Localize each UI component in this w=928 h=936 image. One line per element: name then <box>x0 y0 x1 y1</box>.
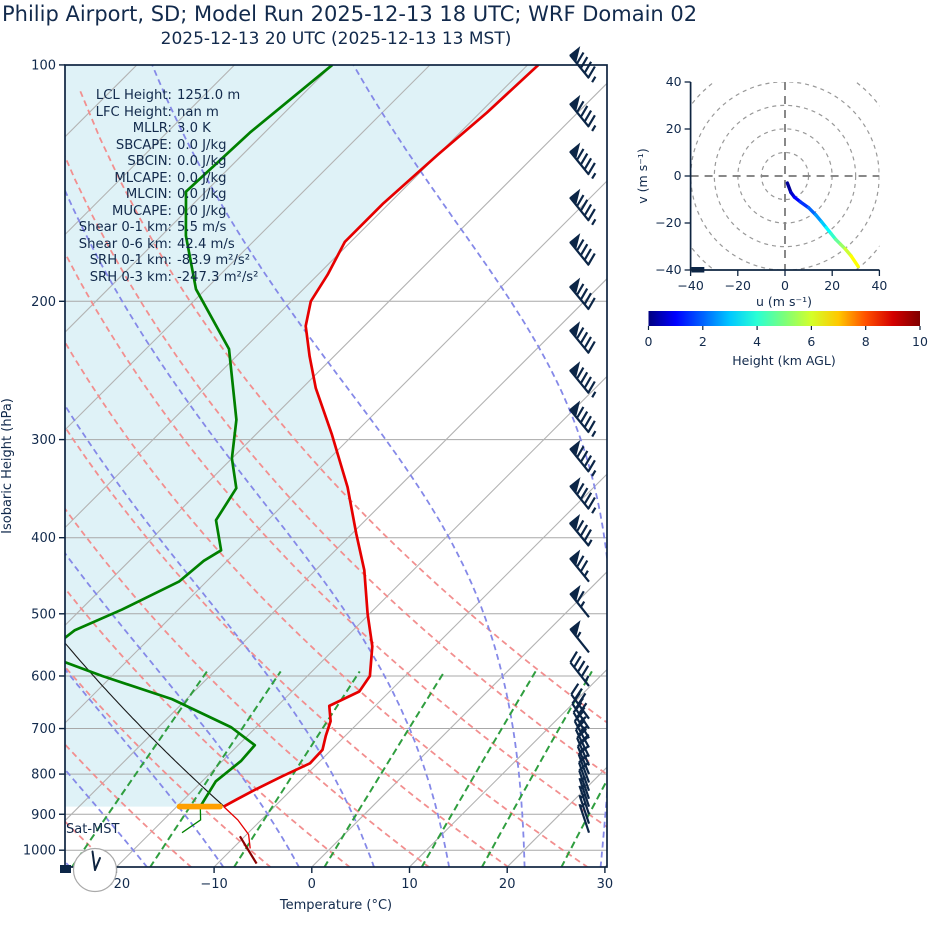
svg-text:10: 10 <box>401 877 418 892</box>
x-axis-label: Temperature (°C) <box>279 898 392 913</box>
index-value: 5.5 m/s <box>177 220 227 236</box>
svg-text:0: 0 <box>645 334 653 349</box>
skewt-background <box>65 65 607 867</box>
hodograph-y-label: v (m s⁻¹) <box>635 148 650 203</box>
svg-text:40: 40 <box>871 278 887 293</box>
svg-text:20: 20 <box>666 121 682 136</box>
index-row: MLLR: 3.0 K <box>60 121 320 138</box>
index-row: SBCIN: 0.0 J/kg <box>60 154 320 171</box>
figure-title: Philip Airport, SD; Model Run 2025-12-13… <box>2 2 698 26</box>
index-label: Shear 0-6 km: <box>78 236 172 252</box>
svg-text:400: 400 <box>31 531 56 546</box>
index-label: LFC Height: <box>95 104 172 120</box>
svg-text:20: 20 <box>824 278 840 293</box>
index-value: 3.0 K <box>177 121 211 137</box>
index-label: SRH 0-3 km: <box>89 270 172 286</box>
svg-text:300: 300 <box>31 433 56 448</box>
wind-barb-column <box>569 46 597 834</box>
index-value: 0.0 J/kg <box>177 154 227 170</box>
svg-text:8: 8 <box>862 334 870 349</box>
index-row: MLCIN: 0.0 J/kg <box>60 187 320 204</box>
svg-text:4: 4 <box>753 334 761 349</box>
svg-text:−20: −20 <box>725 278 751 293</box>
svg-text:1000: 1000 <box>23 844 56 859</box>
svg-text:900: 900 <box>31 808 56 823</box>
index-row: SRH 0-3 km: -247.3 m²/s² <box>60 270 320 287</box>
index-label: MLLR: <box>132 121 172 137</box>
index-label: SRH 0-1 km: <box>89 253 172 269</box>
hodograph-x-label: u (m s⁻¹) <box>756 294 812 309</box>
index-label: MUCAPE: <box>112 203 172 219</box>
svg-text:−20: −20 <box>655 215 681 230</box>
index-label: SBCIN: <box>127 154 172 170</box>
y-axis-label: Isobaric Height (hPa) <box>0 398 15 534</box>
height-colorbar: 0 2 4 6 8 10 <box>645 311 928 349</box>
svg-text:200: 200 <box>31 295 56 310</box>
svg-text:30: 30 <box>597 877 614 892</box>
clock-icon <box>72 847 118 893</box>
svg-text:500: 500 <box>31 607 56 622</box>
indices-panel: LCL Height: 1251.0 m LFC Height: nan m MLLR:… <box>60 88 320 287</box>
index-label: SBCAPE: <box>115 137 172 153</box>
svg-text:700: 700 <box>31 722 56 737</box>
index-label: Shear 0-1 km: <box>78 220 172 236</box>
colorbar-label: Height (km AGL) <box>732 353 835 368</box>
svg-text:0: 0 <box>674 168 682 183</box>
index-value: 0.0 J/kg <box>177 137 227 153</box>
index-value: -247.3 m²/s² <box>177 270 259 286</box>
svg-text:2: 2 <box>699 334 707 349</box>
svg-text:20: 20 <box>499 877 516 892</box>
index-row: MUCAPE: 0.0 J/kg <box>60 204 320 221</box>
index-label: LCL Height: <box>95 88 172 103</box>
index-value: 0.0 J/kg <box>177 203 227 219</box>
svg-text:10: 10 <box>912 334 928 349</box>
index-row: LCL Height: 1251.0 m <box>60 88 320 105</box>
index-row: MLCAPE: 0.0 J/kg <box>60 171 320 188</box>
index-row: LFC Height: nan m <box>60 105 320 122</box>
svg-text:0: 0 <box>781 278 789 293</box>
index-row: Shear 0-6 km: 42.4 m/s <box>60 237 320 254</box>
svg-text:−40: −40 <box>677 278 703 293</box>
hodograph-panel: −40−40 −20 −20 0 0 20 20 40 40 <box>655 74 887 293</box>
svg-text:−10: −10 <box>200 877 227 892</box>
index-value: nan m <box>177 104 219 120</box>
figure-subtitle: 2025-12-13 20 UTC (2025-12-13 13 MST) <box>160 29 512 49</box>
index-row: SRH 0-1 km: -83.9 m²/s² <box>60 253 320 270</box>
index-label: MLCIN: <box>125 187 172 203</box>
index-row: SBCAPE: 0.0 J/kg <box>60 138 320 155</box>
index-value: 42.4 m/s <box>177 236 235 252</box>
index-value: 1251.0 m <box>177 88 241 103</box>
index-row: Shear 0-1 km: 5.5 m/s <box>60 220 320 237</box>
svg-text:6: 6 <box>807 334 815 349</box>
index-value: 0.0 J/kg <box>177 187 227 203</box>
index-value: 0.0 J/kg <box>177 170 227 186</box>
sounding-profiles <box>65 65 540 865</box>
svg-text:−40: −40 <box>655 262 681 277</box>
index-label: MLCAPE: <box>114 170 172 186</box>
svg-text:100: 100 <box>31 58 56 73</box>
svg-text:800: 800 <box>31 768 56 783</box>
svg-text:0: 0 <box>308 877 316 892</box>
index-value: -83.9 m²/s² <box>177 253 251 269</box>
svg-text:600: 600 <box>31 669 56 684</box>
svg-text:40: 40 <box>666 74 682 89</box>
day-timezone-label: Sat-MST <box>66 822 119 837</box>
skewt-axes: −20 −10 0 10 20 30100200300400500600700800900… <box>23 58 613 892</box>
